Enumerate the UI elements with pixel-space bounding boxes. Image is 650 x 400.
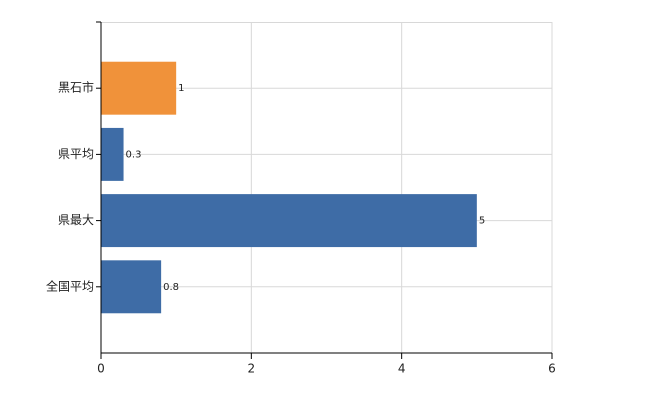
value-label: 0.8 bbox=[163, 282, 179, 293]
bar bbox=[101, 260, 162, 314]
y-tick-label: 県平均 bbox=[58, 147, 94, 161]
x-tick-label: 6 bbox=[548, 362, 556, 376]
y-tick-label: 黒石市 bbox=[58, 80, 94, 95]
bar bbox=[101, 127, 124, 181]
y-tick-label: 県最大 bbox=[58, 213, 94, 227]
value-label: 0.3 bbox=[126, 149, 142, 160]
x-tick-label: 2 bbox=[248, 362, 256, 376]
bar bbox=[101, 61, 177, 115]
x-tick-label: 0 bbox=[97, 362, 105, 376]
value-label: 1 bbox=[178, 83, 184, 94]
x-tick-label: 4 bbox=[398, 362, 406, 376]
bar bbox=[101, 194, 477, 248]
value-label: 5 bbox=[479, 216, 485, 227]
y-tick-label: 全国平均 bbox=[46, 278, 94, 293]
